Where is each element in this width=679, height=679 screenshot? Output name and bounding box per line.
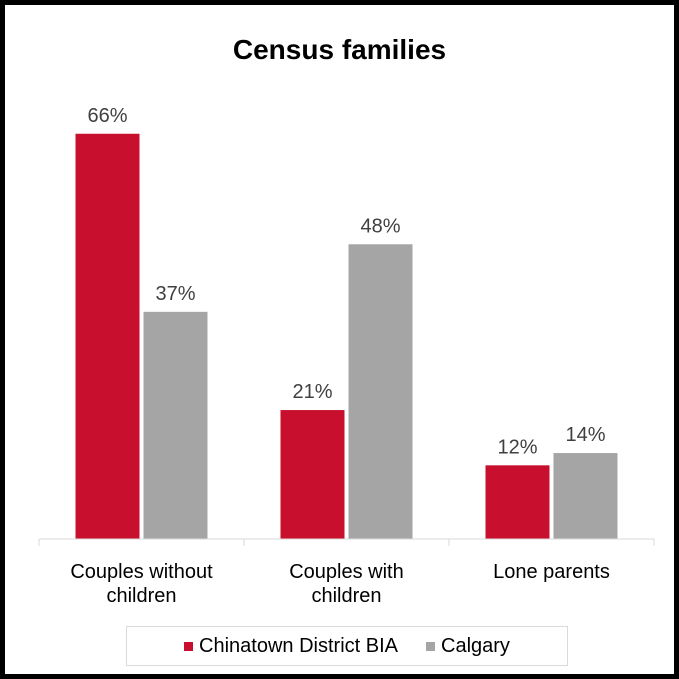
bar-2-0	[485, 465, 550, 539]
category-label-0-1: children	[106, 585, 176, 607]
legend-swatch-chinatown	[184, 641, 194, 651]
bar-1-1	[348, 244, 413, 539]
legend-label-calgary: Calgary	[441, 634, 510, 657]
data-label-1-1: 48%	[360, 215, 400, 237]
data-label-0-0: 66%	[87, 105, 127, 127]
chart-title: Census families	[232, 34, 447, 65]
legend-item-chinatown: Chinatown District BIA	[184, 635, 398, 658]
bar-1-0	[280, 410, 345, 539]
legend-item-calgary: Calgary	[426, 635, 510, 658]
legend-swatch-calgary	[426, 641, 436, 651]
data-label-0-1: 37%	[155, 283, 195, 305]
data-label-1-0: 21%	[292, 381, 332, 403]
data-label-2-1: 14%	[565, 424, 605, 446]
bar-2-1	[553, 453, 618, 539]
category-label-1-0: Couples with	[289, 561, 404, 583]
legend-label-chinatown: Chinatown District BIA	[199, 634, 399, 657]
bar-0-1	[143, 311, 208, 539]
category-label-1-1: children	[311, 585, 381, 607]
category-label-2-0: Lone parents	[493, 561, 610, 583]
bar-0-0	[75, 133, 140, 539]
data-label-2-0: 12%	[497, 436, 537, 458]
category-label-0-0: Couples without	[70, 561, 213, 583]
legend: Chinatown District BIA Calgary	[126, 626, 568, 666]
